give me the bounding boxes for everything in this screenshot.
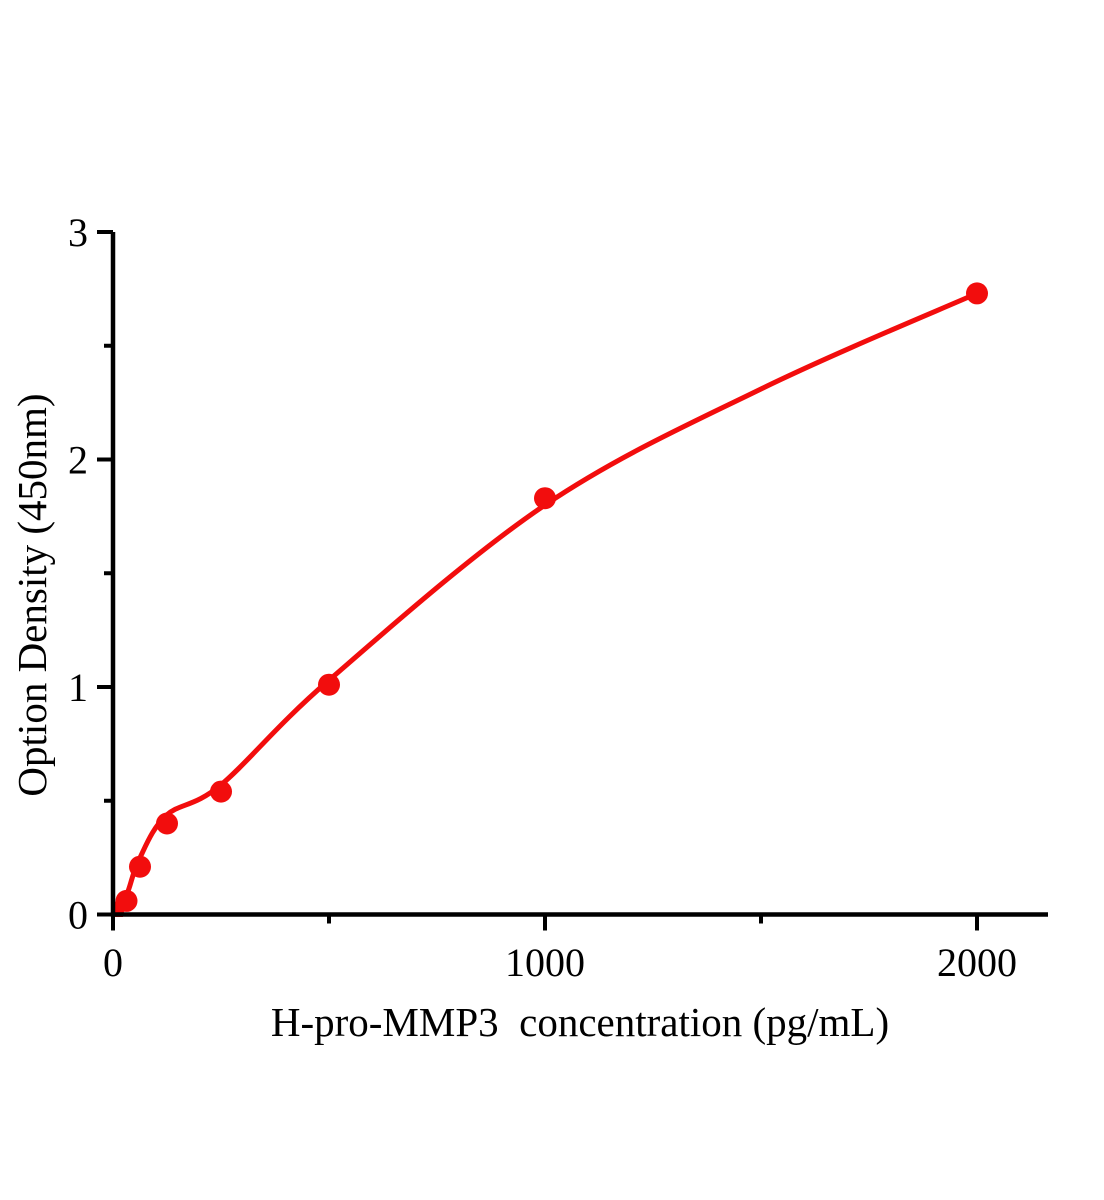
axis-lines <box>110 232 1048 917</box>
y-axis-title: Option Density (450nm) <box>9 393 55 796</box>
x-axis-title: H-pro-MMP3 concentration (pg/mL) <box>271 999 889 1045</box>
data-point-marker <box>129 855 151 878</box>
x-tick-label: 2000 <box>937 940 1017 985</box>
x-tick-label: 0 <box>103 940 123 985</box>
data-point-marker <box>534 487 556 510</box>
data-point-marker <box>318 673 340 696</box>
data-point-marker <box>210 780 232 803</box>
axis-line <box>110 232 1048 917</box>
fit-curve-line <box>113 290 980 915</box>
data-points <box>113 282 988 917</box>
tick-labels: 0 1000 2000 0 1 2 3 <box>68 210 1017 985</box>
y-tick-label: 1 <box>68 665 88 710</box>
y-tick-label: 0 <box>68 893 88 938</box>
fit-curve-layer <box>113 290 980 915</box>
y-tick-label: 2 <box>68 438 88 483</box>
x-tick-label: 1000 <box>505 940 585 985</box>
axis-ticks <box>97 230 979 931</box>
data-point-marker <box>966 282 988 305</box>
data-point-marker <box>156 812 178 835</box>
data-point-marker <box>115 889 138 912</box>
y-tick-label: 3 <box>68 210 88 255</box>
